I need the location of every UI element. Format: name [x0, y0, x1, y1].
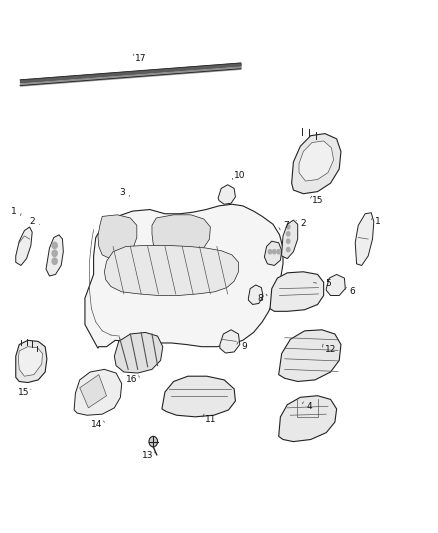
Text: 16: 16 [126, 375, 138, 384]
Polygon shape [265, 241, 282, 265]
Text: 14: 14 [92, 420, 103, 429]
Circle shape [286, 247, 290, 252]
Polygon shape [152, 215, 210, 257]
Text: 2: 2 [300, 219, 306, 228]
Polygon shape [218, 185, 236, 204]
Text: 4: 4 [307, 402, 313, 411]
Polygon shape [299, 141, 334, 181]
Text: 2: 2 [29, 217, 35, 226]
Polygon shape [74, 369, 122, 415]
Polygon shape [98, 215, 137, 259]
Polygon shape [282, 220, 298, 259]
Polygon shape [16, 341, 47, 383]
Text: 1: 1 [11, 207, 17, 216]
Text: 8: 8 [257, 294, 263, 303]
Polygon shape [162, 376, 236, 417]
Circle shape [52, 250, 57, 256]
Text: 12: 12 [325, 345, 336, 354]
Text: 13: 13 [142, 451, 153, 460]
Polygon shape [270, 272, 324, 311]
Circle shape [277, 249, 280, 254]
Text: 10: 10 [234, 171, 246, 180]
Text: 9: 9 [241, 342, 247, 351]
Polygon shape [279, 395, 337, 442]
Circle shape [268, 249, 272, 254]
Text: 15: 15 [18, 387, 29, 397]
Polygon shape [355, 213, 374, 265]
Polygon shape [248, 285, 263, 304]
Polygon shape [220, 330, 240, 353]
Polygon shape [85, 204, 283, 348]
Circle shape [286, 239, 290, 243]
Polygon shape [18, 346, 42, 376]
Text: 7: 7 [283, 221, 289, 230]
Circle shape [52, 242, 57, 248]
Polygon shape [114, 333, 163, 373]
Text: 1: 1 [375, 217, 381, 226]
Text: 11: 11 [205, 415, 216, 424]
Circle shape [286, 225, 290, 229]
Polygon shape [279, 330, 341, 382]
Circle shape [286, 232, 290, 236]
Polygon shape [292, 134, 341, 193]
Circle shape [52, 258, 57, 264]
Text: 3: 3 [119, 188, 124, 197]
Text: 15: 15 [312, 196, 323, 205]
Text: 5: 5 [325, 279, 331, 288]
Circle shape [149, 437, 158, 447]
Polygon shape [80, 375, 106, 408]
Circle shape [272, 249, 276, 254]
Polygon shape [326, 274, 345, 295]
Polygon shape [16, 227, 32, 265]
Text: 17: 17 [135, 54, 147, 63]
Polygon shape [104, 245, 238, 295]
Polygon shape [46, 235, 64, 276]
Text: 6: 6 [350, 287, 355, 296]
